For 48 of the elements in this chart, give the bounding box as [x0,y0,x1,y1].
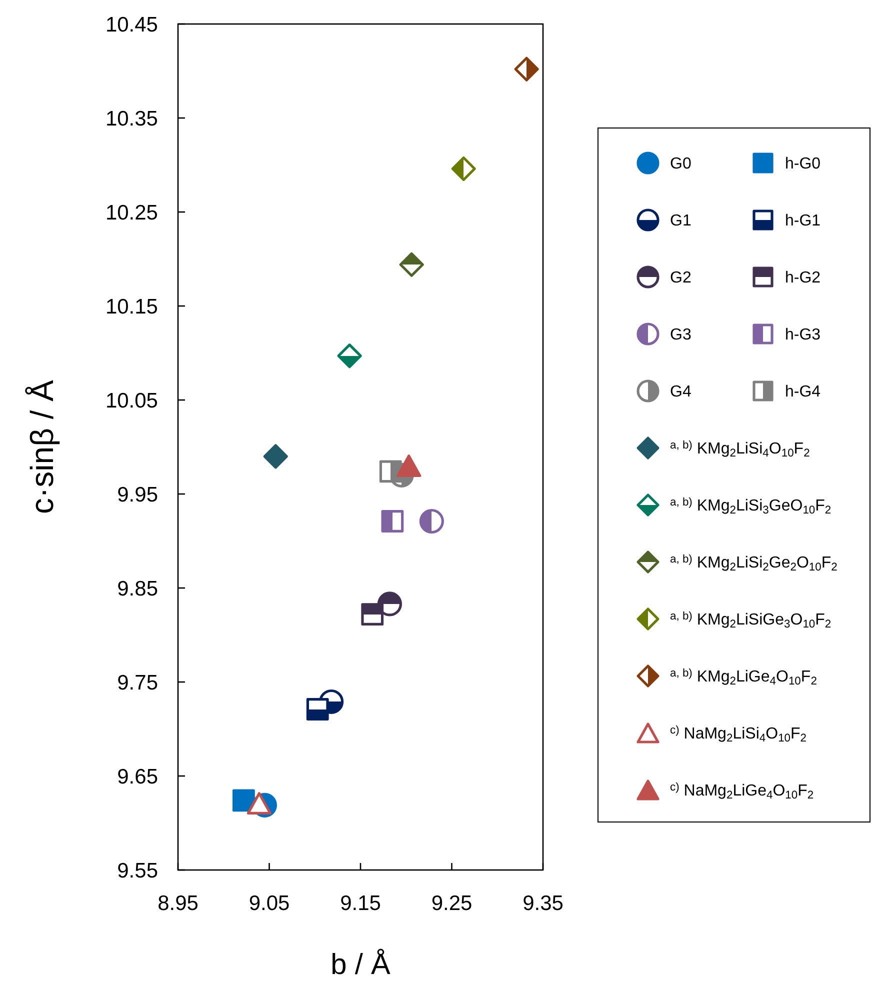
point [381,510,404,532]
text: $^{a, b)}$ KMg$_{2}$LiGe$_{4}$O$_{10}$F$_{2}$ [670,668,817,688]
y-tick-label: 10.05 [105,389,158,412]
x-tick-label: 9.35 [522,892,564,915]
point [379,460,402,483]
point [263,444,288,469]
legend-label: G3 [670,326,692,344]
legend-label: G1 [670,212,692,230]
text: $^{c)}$ NaMg$_{2}$LiGe$_{4}$O$_{10}$F$_{2}$ [670,782,814,802]
legend-label: h-G4 [785,384,821,401]
point [514,56,539,82]
text: $^{a, b)}$ KMg$_{2}$LiSi$_{2}$Ge$_{2}$O$_{10}$F$_{2}$ [670,554,838,574]
legend-label: h-G0 [785,156,821,173]
point [377,592,402,616]
text: $^{a, b)}$ KMg$_{2}$LiSi$_{3}$GeO$_{10}$F$_{2}$ [670,496,832,516]
x-tick-label: 9.05 [248,892,290,915]
y-tick-label: 9.55 [117,859,158,882]
y-tick-label: 9.85 [117,577,158,600]
y-tick-label: 9.75 [117,671,158,694]
point [361,603,384,626]
point [399,252,424,277]
legend-label: G4 [670,384,692,401]
point [451,156,476,182]
point [337,344,362,368]
y-tick-label: 9.65 [117,765,158,788]
y-axis-title: c·sinβ / Å [24,379,60,514]
text: $^{a, b)}$ KMg$_{2}$LiSiGe$_{3}$O$_{10}$F$_{2}$ [670,610,832,630]
y-tick-label: 10.25 [105,201,158,224]
text: $^{c)}$ NaMg$_{2}$LiSi$_{4}$O$_{10}$F$_{2}$ [670,724,807,744]
point [419,508,444,534]
legend-label: h-G3 [785,326,821,344]
legend-label: h-G1 [785,212,821,230]
point [306,698,329,720]
point [246,792,272,814]
y-tick-label: 10.15 [105,295,158,318]
y-tick-label: 9.95 [117,483,158,506]
y-tick-label: 10.35 [105,107,158,130]
x-tick-label: 8.95 [158,892,198,915]
text: $^{a, b)}$ KMg$_{2}$LiSi$_{4}$O$_{10}$F$_{2}$ [670,440,810,460]
legend-label: G0 [670,156,692,173]
x-tick-label: 9.15 [340,892,381,915]
x-tick-label: 9.25 [431,892,472,915]
x-axis-title: b / Å [330,948,391,981]
legend-label: h-G2 [785,270,821,287]
point [396,454,422,477]
y-tick-label: 10.45 [105,13,158,36]
legend-label: G2 [670,270,692,287]
point [232,789,255,812]
